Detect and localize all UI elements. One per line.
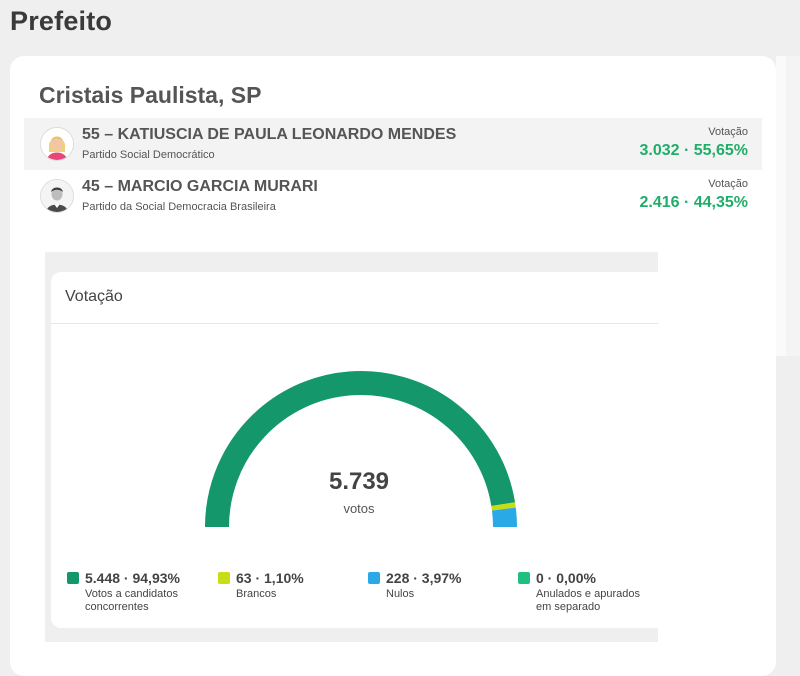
candidate-party: Partido Social Democrático — [82, 149, 215, 161]
votes-label: Votação — [708, 126, 748, 138]
gauge-cap-start — [205, 514, 229, 527]
chart-container: Votação 5.739 votos 5.448 · 94,93% Votos… — [45, 252, 658, 642]
legend-value: 228 · 3,97% — [386, 570, 462, 586]
legend-label: Nulos — [386, 588, 415, 600]
chart-title: Votação — [65, 288, 123, 305]
total-votes-label: votos — [343, 501, 375, 516]
votes-label: Votação — [708, 178, 748, 190]
city-title: Cristais Paulista, SP — [39, 82, 262, 108]
candidate-photo-female-icon — [40, 127, 74, 161]
gauge-chart — [205, 371, 517, 527]
candidate-row-2[interactable]: 45 – MARCIO GARCIA MURARI Partido da Soc… — [24, 170, 762, 222]
legend-swatch — [218, 572, 230, 584]
gauge-slice-1 — [491, 502, 516, 511]
candidate-row-1[interactable]: 55 – KATIUSCIA DE PAULA LEONARDO MENDES … — [24, 118, 762, 170]
gauge-slice-0 — [205, 371, 516, 527]
side-panel-edge — [776, 56, 786, 356]
total-votes: 5.739 — [328, 468, 390, 495]
divider — [51, 323, 658, 324]
legend-label: Anulados e apurados em separado — [536, 588, 640, 613]
candidate-name: 45 – MARCIO GARCIA MURARI — [82, 178, 318, 195]
candidate-party: Partido da Social Democracia Brasileira — [82, 201, 276, 213]
results-card: Cristais Paulista, SP 55 – KATIUSCIA DE … — [10, 56, 776, 676]
legend-swatch — [518, 572, 530, 584]
legend-label: Brancos — [236, 588, 277, 600]
legend-swatch — [368, 572, 380, 584]
gauge-cap-end — [493, 514, 517, 527]
votes-value: 2.416 · 44,35% — [639, 194, 748, 211]
legend-value: 5.448 · 94,93% — [85, 570, 180, 586]
legend-label: Votos a candidatos concorrentes — [85, 588, 178, 613]
legend-value: 63 · 1,10% — [236, 570, 304, 586]
legend-swatch — [67, 572, 79, 584]
side-panel-edge-outer — [786, 56, 800, 356]
page-title: Prefeito — [10, 6, 113, 36]
chart-card: Votação 5.739 votos 5.448 · 94,93% Votos… — [51, 272, 658, 628]
votes-value: 3.032 · 55,65% — [639, 142, 748, 159]
candidate-name: 55 – KATIUSCIA DE PAULA LEONARDO MENDES — [82, 126, 457, 143]
legend-value: 0 · 0,00% — [536, 570, 596, 586]
candidate-photo-male-icon — [40, 179, 74, 213]
